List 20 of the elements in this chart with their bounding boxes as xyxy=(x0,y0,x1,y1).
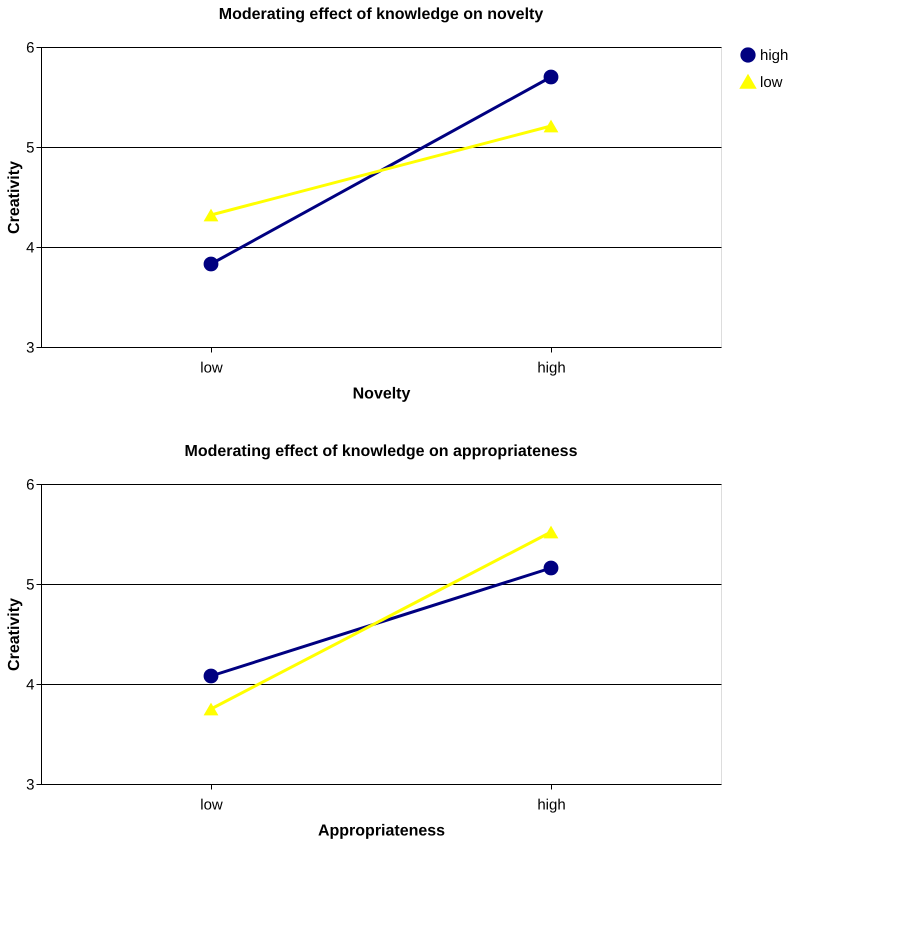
y-tick-label: 3 xyxy=(26,776,34,794)
x-axis-title: Appropriateness xyxy=(318,822,446,840)
point xyxy=(544,560,558,576)
y-tick-label: 4 xyxy=(26,676,34,694)
point xyxy=(204,256,218,272)
legend-label: low xyxy=(760,74,783,91)
chart-title: Moderating effect of knowledge on novelty xyxy=(218,6,544,23)
x-axis-title: Novelty xyxy=(352,386,410,402)
y-axis-title: Creativity xyxy=(6,598,24,671)
y-tick-label: 4 xyxy=(26,240,34,256)
chart-title: Moderating effect of knowledge on appropriateness xyxy=(184,443,578,460)
y-tick-label: 3 xyxy=(26,340,34,356)
point xyxy=(204,668,218,684)
y-axis-title: Creativity xyxy=(6,160,24,234)
legend-label: high xyxy=(760,47,788,64)
y-tick-label: 6 xyxy=(26,476,34,494)
y-tick-label: 5 xyxy=(26,576,34,594)
point xyxy=(544,70,558,84)
y-tick-label: 6 xyxy=(26,40,34,56)
y-tick-label: 5 xyxy=(26,140,34,156)
